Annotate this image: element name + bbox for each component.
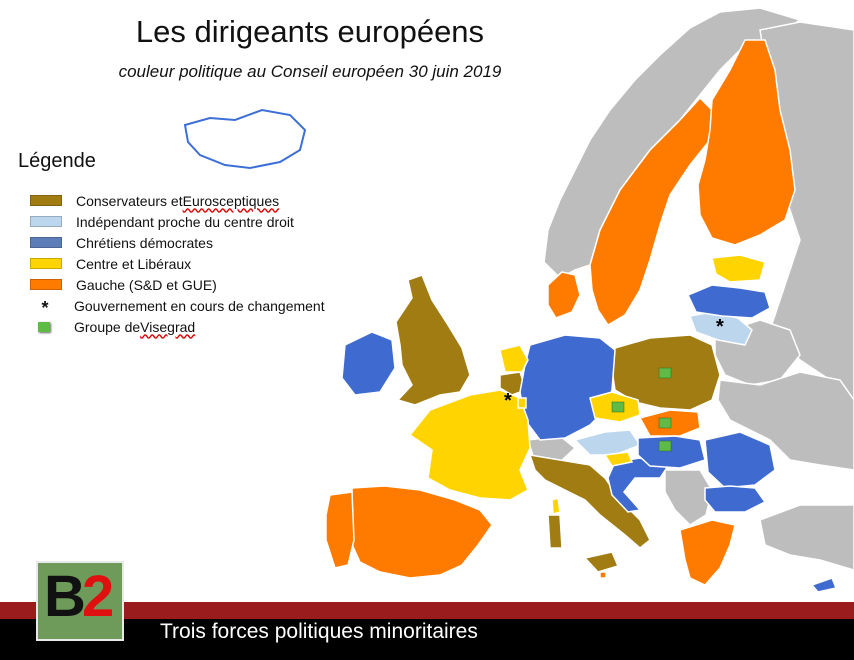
b2-logo: B 2 [36, 561, 124, 641]
legend-item-visegrad: Groupe de Visegrad [30, 316, 325, 337]
legend-label: Centre et Libéraux [76, 255, 192, 272]
legend-swatch-visegrad [38, 321, 50, 332]
finland [697, 39, 796, 246]
legend-item-left: Gauche (S&D et GUE) [30, 274, 325, 295]
legend-item-christian-democrats: Chrétiens démocrates [30, 232, 325, 253]
visegrad-hungary-marker [658, 440, 672, 452]
romania [704, 431, 776, 489]
spain [349, 485, 493, 579]
legend-label: Chrétiens démocrates [76, 234, 213, 251]
italy [528, 454, 651, 549]
malta [599, 571, 607, 579]
netherlands [499, 344, 529, 373]
footer-caption: Trois forces politiques minoritaires [160, 620, 478, 643]
hungary [637, 435, 706, 469]
luxembourg [517, 397, 527, 409]
footer-black-band [0, 619, 854, 660]
legend-item-independent: Indépendant proche du centre droit [30, 211, 325, 232]
balkans-nonEU [664, 469, 713, 526]
portugal [325, 491, 355, 569]
legend-item-conservatives: Conservateurs et Eurosceptiques [30, 190, 325, 211]
legend-swatch-liberals [30, 258, 62, 269]
france [408, 389, 531, 501]
lithuania-star-marker: * [716, 316, 724, 338]
germany [519, 334, 616, 441]
legend: Conservateurs et Eurosceptiques Indépend… [30, 190, 325, 337]
page-title: Les dirigeants européens [135, 14, 485, 49]
united-kingdom [395, 274, 471, 406]
greece [679, 519, 736, 586]
sweden [589, 96, 713, 327]
footer-red-band [0, 602, 854, 619]
estonia [711, 254, 766, 283]
legend-swatch-conservatives [30, 195, 62, 206]
cyprus [810, 577, 838, 593]
legend-title: Légende [18, 150, 96, 172]
legend-item-liberals: Centre et Libéraux [30, 253, 325, 274]
legend-swatch-independent [30, 216, 62, 227]
visegrad-czechia-marker [611, 401, 625, 413]
bulgaria [704, 485, 767, 513]
legend-label: Groupe de [74, 318, 141, 335]
legend-item-changing-government: * Gouvernement en cours de changement [30, 295, 325, 318]
ireland [341, 331, 396, 396]
legend-swatch-left [30, 279, 62, 290]
visegrad-poland-marker [658, 367, 672, 379]
legend-label: Gauche (S&D et GUE) [76, 276, 217, 293]
turkey [759, 504, 854, 571]
legend-label: Gouvernement en cours de changement [74, 297, 325, 314]
visegrad-slovakia-marker [658, 417, 672, 429]
ukraine [717, 371, 854, 471]
legend-label-underlined: Visegrad [140, 318, 196, 335]
corsica [551, 497, 561, 515]
legend-label: Indépendant proche du centre droit [76, 213, 294, 230]
legend-label: Conservateurs et [76, 192, 183, 209]
latvia [686, 284, 771, 319]
sardinia [547, 514, 563, 549]
denmark [547, 271, 581, 319]
page-subtitle: couleur politique au Conseil européen 30… [118, 62, 502, 81]
slovenia [603, 451, 634, 467]
footer-bar [0, 602, 854, 660]
logo-letter: B [44, 564, 86, 629]
austria [573, 429, 642, 456]
logo-digit: 2 [82, 564, 115, 629]
asterisk-icon: * [41, 297, 49, 318]
belgium-star-marker: * [504, 390, 512, 412]
sicily [583, 551, 620, 573]
legend-label-underlined: Eurosceptiques [182, 192, 280, 209]
iceland [183, 108, 307, 170]
legend-swatch-christian-democrats [30, 237, 62, 248]
